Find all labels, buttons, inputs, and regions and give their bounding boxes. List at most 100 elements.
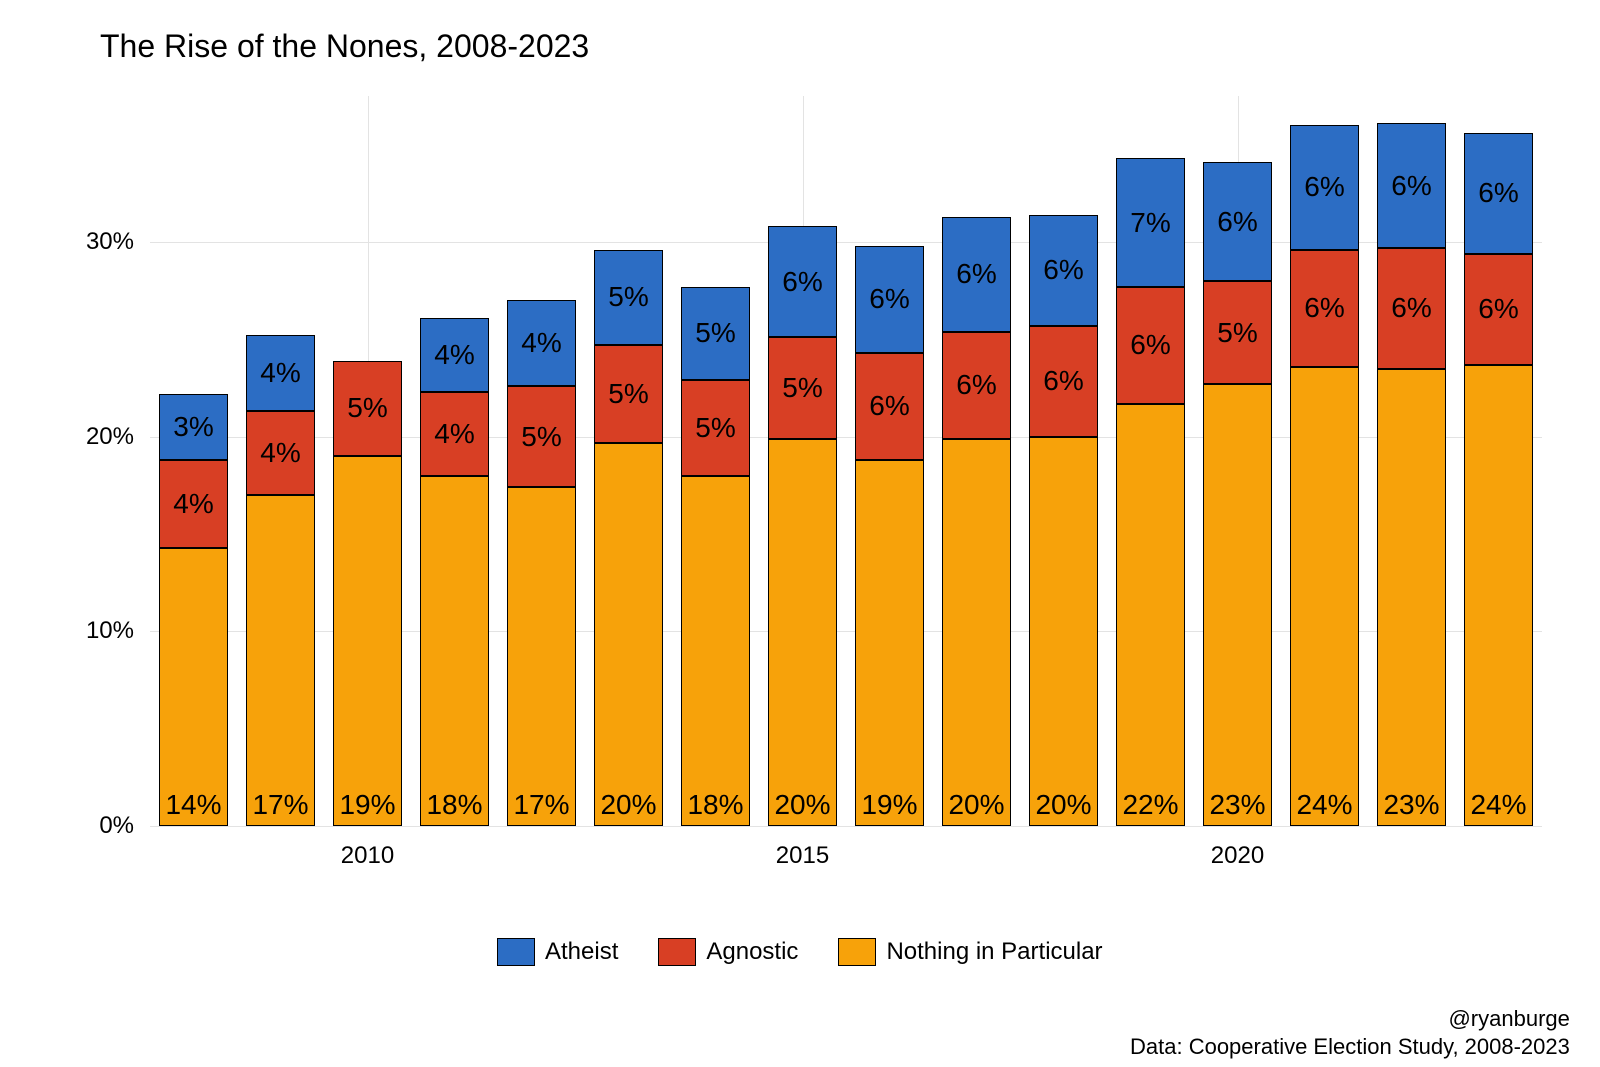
bar-value-label: 5%: [1217, 319, 1257, 347]
bar-value-label: 6%: [1043, 256, 1083, 284]
bar-value-label: 4%: [260, 439, 300, 467]
bar-segment-nothing: 22%: [1116, 404, 1186, 826]
bar-value-label: 5%: [521, 423, 561, 451]
bar-segment-agnostic: 6%: [1116, 287, 1186, 404]
bar-value-label: 4%: [434, 341, 474, 369]
bar-value-label: 5%: [695, 319, 735, 347]
bar-value-label: 5%: [608, 283, 648, 311]
bar-segment-agnostic: 5%: [594, 345, 664, 442]
bar-segment-agnostic: 5%: [507, 386, 577, 487]
bar-value-label: 20%: [600, 791, 656, 819]
bar-segment-nothing: 20%: [594, 443, 664, 826]
bar-value-label: 5%: [782, 374, 822, 402]
bar-segment-nothing: 24%: [1290, 367, 1360, 826]
bar-segment-agnostic: 4%: [246, 411, 316, 495]
bar-segment-nothing: 20%: [768, 439, 838, 826]
bar-value-label: 6%: [1130, 331, 1170, 359]
bar-segment-agnostic: 5%: [333, 361, 403, 456]
gridline-horizontal: [150, 826, 1542, 827]
bar-segment-agnostic: 6%: [1377, 248, 1447, 369]
bar-value-label: 4%: [260, 359, 300, 387]
bar-segment-nothing: 17%: [246, 495, 316, 826]
legend: Atheist Agnostic Nothing in Particular: [497, 938, 1103, 966]
bar-segment-nothing: 19%: [855, 460, 925, 826]
bar-segment-atheist: 6%: [768, 226, 838, 337]
y-axis-tick-label: 30%: [0, 228, 134, 256]
bar-value-label: 5%: [347, 394, 387, 422]
bar-segment-atheist: 6%: [942, 217, 1012, 332]
bar-segment-atheist: 6%: [1203, 162, 1273, 281]
bar-segment-agnostic: 4%: [420, 392, 490, 476]
bar-segment-nothing: 18%: [681, 476, 751, 826]
bar-value-label: 18%: [687, 791, 743, 819]
bar-value-label: 4%: [173, 490, 213, 518]
bar-value-label: 23%: [1383, 791, 1439, 819]
bar-value-label: 6%: [869, 285, 909, 313]
bar-value-label: 22%: [1122, 791, 1178, 819]
bar-segment-nothing: 19%: [333, 456, 403, 826]
bar-segment-atheist: 6%: [1464, 133, 1534, 254]
legend-item-agnostic: Agnostic: [658, 938, 798, 966]
bar-value-label: 6%: [956, 260, 996, 288]
bar-value-label: 7%: [1130, 209, 1170, 237]
bar-segment-nothing: 24%: [1464, 365, 1534, 826]
bar-value-label: 17%: [513, 791, 569, 819]
legend-label: Nothing in Particular: [886, 938, 1102, 966]
bar-segment-nothing: 14%: [159, 548, 229, 826]
bar-value-label: 23%: [1209, 791, 1265, 819]
bar-segment-atheist: 6%: [1290, 125, 1360, 250]
bar-value-label: 17%: [252, 791, 308, 819]
bar-value-label: 19%: [339, 791, 395, 819]
bar-segment-agnostic: 4%: [159, 460, 229, 548]
bar-segment-atheist: 4%: [246, 335, 316, 411]
bar-segment-agnostic: 6%: [855, 353, 925, 460]
bar-segment-agnostic: 5%: [1203, 281, 1273, 384]
bar-segment-agnostic: 6%: [942, 332, 1012, 439]
bar-segment-nothing: 17%: [507, 487, 577, 826]
bar-segment-nothing: 20%: [942, 439, 1012, 826]
bar-value-label: 6%: [1304, 173, 1344, 201]
bar-segment-atheist: 7%: [1116, 158, 1186, 286]
bar-value-label: 4%: [521, 329, 561, 357]
bar-value-label: 6%: [1478, 295, 1518, 323]
bar-segment-atheist: 6%: [1377, 123, 1447, 248]
bar-value-label: 24%: [1470, 791, 1526, 819]
bar-segment-atheist: 6%: [1029, 215, 1099, 326]
y-axis-tick-label: 0%: [0, 812, 134, 840]
chart-title: The Rise of the Nones, 2008-2023: [100, 28, 589, 65]
legend-item-nothing: Nothing in Particular: [838, 938, 1102, 966]
bar-segment-nothing: 20%: [1029, 437, 1099, 826]
bar-value-label: 14%: [165, 791, 221, 819]
bar-value-label: 6%: [1391, 172, 1431, 200]
bar-value-label: 5%: [695, 414, 735, 442]
bar-value-label: 3%: [173, 413, 213, 441]
bar-segment-agnostic: 5%: [681, 380, 751, 475]
bar-value-label: 6%: [1478, 179, 1518, 207]
bar-segment-nothing: 23%: [1203, 384, 1273, 826]
bar-segment-atheist: 5%: [681, 287, 751, 380]
bar-segment-agnostic: 6%: [1290, 250, 1360, 367]
bar-segment-atheist: 3%: [159, 394, 229, 460]
x-axis-tick-label: 2010: [341, 842, 394, 870]
bar-segment-nothing: 23%: [1377, 369, 1447, 826]
legend-item-atheist: Atheist: [497, 938, 618, 966]
x-axis-tick-label: 2015: [776, 842, 829, 870]
bar-segment-agnostic: 6%: [1464, 254, 1534, 365]
legend-swatch: [497, 938, 535, 966]
legend-swatch: [838, 938, 876, 966]
legend-swatch: [658, 938, 696, 966]
credit-author: @ryanburge: [1130, 1005, 1570, 1033]
bar-value-label: 6%: [869, 392, 909, 420]
legend-label: Atheist: [545, 938, 618, 966]
bar-value-label: 6%: [782, 268, 822, 296]
bar-segment-atheist: 4%: [507, 300, 577, 386]
bar-value-label: 20%: [774, 791, 830, 819]
chart-credit: @ryanburgeData: Cooperative Election Stu…: [1130, 1005, 1570, 1060]
bar-segment-agnostic: 5%: [768, 337, 838, 438]
bar-segment-atheist: 4%: [420, 318, 490, 392]
bar-segment-agnostic: 6%: [1029, 326, 1099, 437]
y-axis-tick-label: 20%: [0, 423, 134, 451]
bar-segment-atheist: 5%: [594, 250, 664, 345]
bar-value-label: 6%: [1391, 294, 1431, 322]
bar-value-label: 4%: [434, 420, 474, 448]
